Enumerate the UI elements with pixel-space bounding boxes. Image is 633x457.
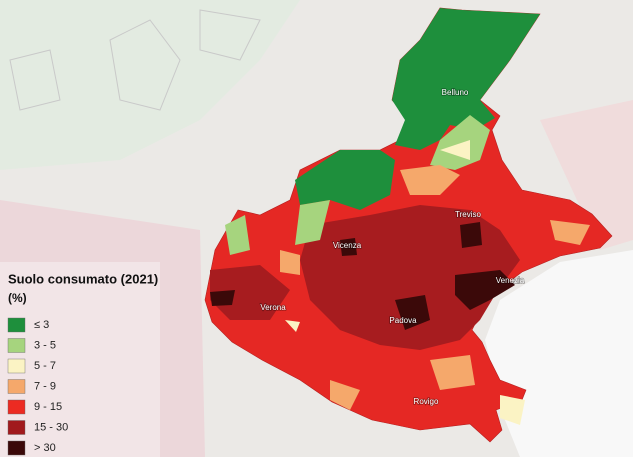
legend-title: Suolo consumato (2021) xyxy=(8,271,158,286)
belluno-area xyxy=(392,8,540,150)
patches-orange xyxy=(280,165,590,410)
land-north-west xyxy=(0,0,300,170)
place-label: Venezia xyxy=(496,276,525,285)
place-label: Belluno xyxy=(442,88,469,97)
land-east xyxy=(540,100,633,250)
place-label: Vicenza xyxy=(333,241,362,250)
place-label: Treviso xyxy=(455,210,481,219)
legend-swatch xyxy=(7,379,26,394)
verona-area xyxy=(210,265,290,320)
legend-label: 7 - 9 xyxy=(34,380,56,392)
place-label: Rovigo xyxy=(414,397,439,406)
patches-yellow xyxy=(285,140,525,425)
legend-label: > 30 xyxy=(34,442,56,454)
place-label: Padova xyxy=(389,316,417,325)
legend-label: ≤ 3 xyxy=(34,319,49,331)
legend-label: 5 - 7 xyxy=(34,360,56,372)
boundaries xyxy=(9,9,261,111)
legend-unit: (%) xyxy=(8,291,27,305)
legend-swatch xyxy=(7,420,26,435)
legend-swatch xyxy=(7,440,26,456)
legend-swatch xyxy=(7,338,26,353)
legend-swatch xyxy=(7,399,26,415)
legend-label: 3 - 5 xyxy=(34,339,56,351)
legend-label: 15 - 30 xyxy=(34,421,68,433)
legend-panel xyxy=(0,262,160,457)
hills xyxy=(225,115,490,255)
legend-swatch xyxy=(7,317,26,333)
legend-swatch xyxy=(7,358,26,374)
place-label: Verona xyxy=(260,303,286,312)
land-south-west xyxy=(0,200,205,457)
legend-label: 9 - 15 xyxy=(34,401,62,413)
prealps xyxy=(295,150,395,210)
